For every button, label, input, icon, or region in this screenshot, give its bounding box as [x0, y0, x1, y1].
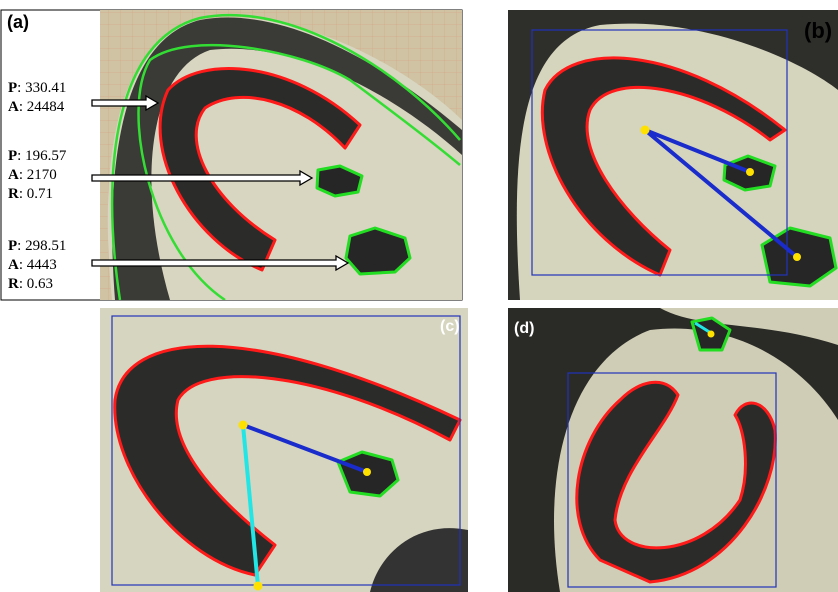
stripe: [112, 17, 462, 300]
panel-label: (a): [7, 12, 29, 32]
measurement: P: 298.51: [8, 238, 66, 254]
measure-key: P: [8, 80, 17, 96]
measure-value: : 196.57: [17, 148, 67, 164]
measure-key: R: [8, 276, 19, 292]
measure-key: A: [8, 257, 19, 273]
red-contour: [158, 67, 362, 272]
measure-key: P: [8, 148, 17, 164]
measure-value: : 24484: [19, 99, 65, 115]
measure-key: P: [8, 238, 17, 254]
green-contour: [110, 13, 461, 300]
measure-key: A: [8, 99, 19, 115]
measurement: A: 4443: [8, 257, 57, 273]
panel-label: (c): [440, 318, 460, 335]
measure-value: : 298.51: [17, 238, 66, 254]
blob: [315, 164, 364, 198]
measurement: P: 330.41: [8, 80, 66, 96]
panel-d: [508, 308, 838, 592]
measurement: R: 0.63: [8, 276, 53, 292]
panel-label: (b): [804, 18, 832, 43]
measure-value: : 4443: [19, 257, 57, 273]
measurement: P: 196.57: [8, 148, 67, 164]
measurement: A: 2170: [8, 167, 57, 183]
panel-b: [508, 10, 838, 300]
panel-label: (d): [514, 320, 534, 337]
green-contour: [137, 43, 461, 300]
panel-c: [100, 308, 468, 592]
measurement: A: 24484: [8, 99, 65, 115]
blob: [344, 226, 412, 276]
measure-value: : 0.63: [19, 276, 53, 292]
measure-value: : 330.41: [17, 80, 66, 96]
arrows: [91, 94, 350, 272]
measurement: R: 0.71: [8, 186, 53, 202]
measure-value: : 2170: [19, 167, 57, 183]
measure-key: A: [8, 167, 19, 183]
measure-value: : 0.71: [19, 186, 53, 202]
measure-key: R: [8, 186, 19, 202]
